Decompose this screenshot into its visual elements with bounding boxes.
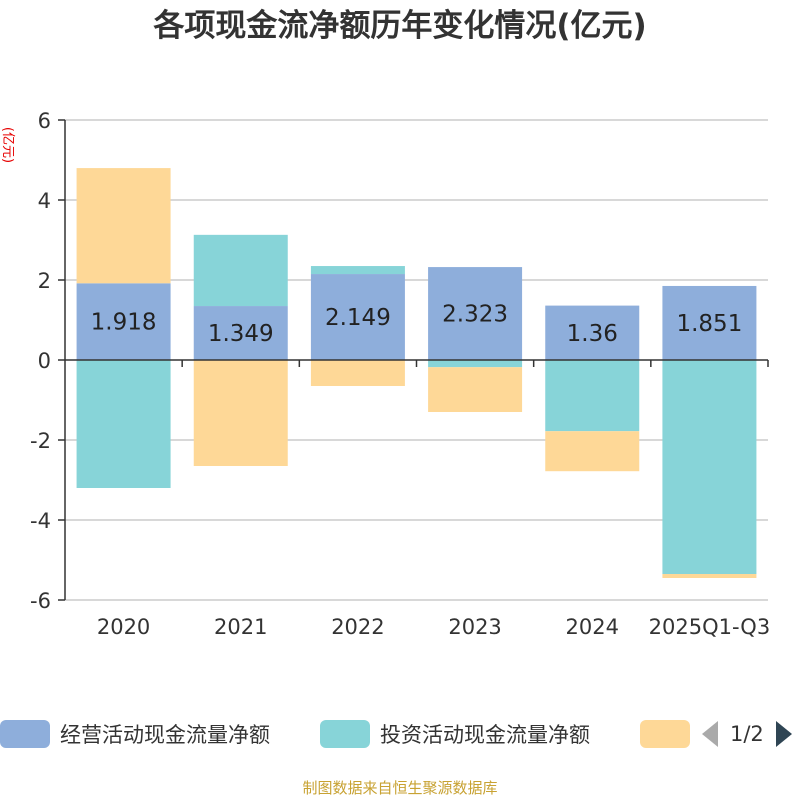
y-tick-label: 2 [38, 269, 51, 293]
y-tick-label: 0 [38, 349, 51, 373]
legend-item-operating[interactable]: 经营活动现金流量净额 [0, 716, 270, 752]
bar-segment[interactable] [193, 306, 288, 360]
legend-swatch-third-series [640, 720, 690, 748]
legend: 经营活动现金流量净额 投资活动现金流量净额 1/2 [0, 716, 800, 752]
x-tick-label: 2024 [566, 615, 619, 639]
x-tick-label: 2020 [97, 615, 150, 639]
x-tick-label: 2022 [331, 615, 384, 639]
grid-layer [65, 119, 768, 601]
bar-segment[interactable] [310, 266, 405, 275]
bar-value-label: 2.323 [442, 302, 508, 328]
bar-segment[interactable] [76, 168, 171, 284]
bar-value-label: 1.851 [676, 311, 742, 337]
bar-value-label: 1.36 [567, 321, 618, 347]
bar-segment[interactable] [76, 283, 171, 360]
bar-segment[interactable] [662, 360, 757, 574]
labels-layer: 1.918 1.349 2.149 2.323 1.36 1.851 [91, 302, 743, 347]
y-axis-label: (亿元) [0, 127, 15, 163]
bar-value-label: 1.349 [208, 321, 274, 347]
bar-segment[interactable] [545, 431, 640, 472]
legend-next-arrow-icon[interactable] [772, 719, 794, 749]
bar-segment[interactable] [193, 360, 288, 466]
legend-item-investing[interactable]: 投资活动现金流量净额 [320, 716, 590, 752]
source-note: 制图数据来自恒生聚源数据库 [302, 779, 498, 797]
bar-segment[interactable] [662, 574, 757, 578]
bar-segment[interactable] [310, 274, 405, 360]
legend-pager: 1/2 [700, 716, 794, 752]
x-tick-label: 2023 [448, 615, 501, 639]
axis-layer: 6 4 2 0 -2 -4 -6 (亿元) 2020 2021 2022 2023 2024 2025Q1… [0, 109, 770, 639]
bar-segment[interactable] [662, 285, 757, 360]
x-tick-label: 2021 [214, 615, 267, 639]
bar-segment[interactable] [545, 360, 640, 432]
legend-label-operating: 经营活动现金流量净额 [60, 723, 270, 747]
y-tick-label: 4 [38, 189, 51, 213]
legend-prev-arrow-icon[interactable] [700, 719, 722, 749]
legend-swatch-operating [0, 720, 50, 748]
bars-layer [76, 168, 757, 578]
bar-segment[interactable] [428, 360, 523, 368]
legend-page-indicator: 1/2 [730, 722, 764, 746]
legend-item-third-series[interactable] [640, 716, 690, 752]
bar-value-label: 1.918 [91, 310, 157, 336]
legend-swatch-investing [320, 720, 370, 748]
bar-segment[interactable] [428, 267, 523, 360]
chart-title: 各项现金流净额历年变化情况(亿元) [153, 8, 647, 44]
bar-segment[interactable] [310, 360, 405, 386]
chart-canvas: 6 4 2 0 -2 -4 -6 (亿元) 2020 2021 2022 2023 2024 2025Q1… [0, 109, 770, 639]
bar-segment[interactable] [76, 360, 171, 488]
y-tick-label: -4 [30, 509, 51, 533]
y-tick-label: -2 [30, 429, 51, 453]
x-tick-label: 2025Q1-Q3 [649, 615, 771, 639]
bar-segment[interactable] [545, 305, 640, 360]
y-tick-label: 6 [38, 109, 51, 133]
legend-label-investing: 投资活动现金流量净额 [380, 723, 590, 747]
bar-segment[interactable] [428, 367, 523, 412]
bar-value-label: 2.149 [325, 305, 391, 331]
bar-segment[interactable] [193, 234, 288, 307]
y-tick-label: -6 [30, 589, 51, 613]
